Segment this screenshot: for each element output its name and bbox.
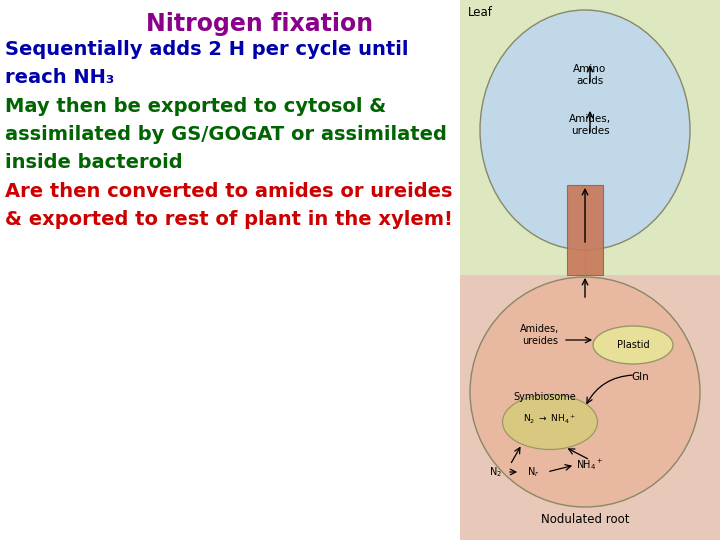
Text: May then be exported to cytosol &: May then be exported to cytosol & [5,97,386,116]
Text: Nitrogen fixation: Nitrogen fixation [146,12,374,36]
Text: inside bacteroid: inside bacteroid [5,153,183,172]
Text: NH$_4$$^+$: NH$_4$$^+$ [577,457,603,472]
Text: Nodulated root: Nodulated root [541,513,629,526]
Ellipse shape [503,395,598,449]
Text: N$_2$: N$_2$ [489,465,501,479]
Text: Amides,
ureides: Amides, ureides [569,114,611,136]
Text: Amides,
ureides: Amides, ureides [521,324,559,346]
Bar [460,0,720,275]
Ellipse shape [593,326,673,364]
Text: reach NH₃: reach NH₃ [5,68,114,87]
Text: Sequentially adds 2 H per cycle until: Sequentially adds 2 H per cycle until [5,40,408,59]
Text: Plastid: Plastid [617,340,649,350]
Text: N$_r$: N$_r$ [527,465,539,479]
Bar [567,185,603,275]
Text: Gln: Gln [631,372,649,382]
Bar [460,275,720,540]
Ellipse shape [470,277,700,507]
Text: Leaf: Leaf [468,6,493,19]
Text: Amino
acids: Amino acids [573,64,607,86]
Text: Are then converted to amides or ureides: Are then converted to amides or ureides [5,182,452,201]
Text: Symbiosome: Symbiosome [513,392,577,402]
Text: assimilated by GS/GOGAT or assimilated: assimilated by GS/GOGAT or assimilated [5,125,447,144]
Text: & exported to rest of plant in the xylem!: & exported to rest of plant in the xylem… [5,210,453,229]
Text: N$_2$ $\rightarrow$ NH$_4$$^+$: N$_2$ $\rightarrow$ NH$_4$$^+$ [523,413,577,426]
Ellipse shape [480,10,690,250]
